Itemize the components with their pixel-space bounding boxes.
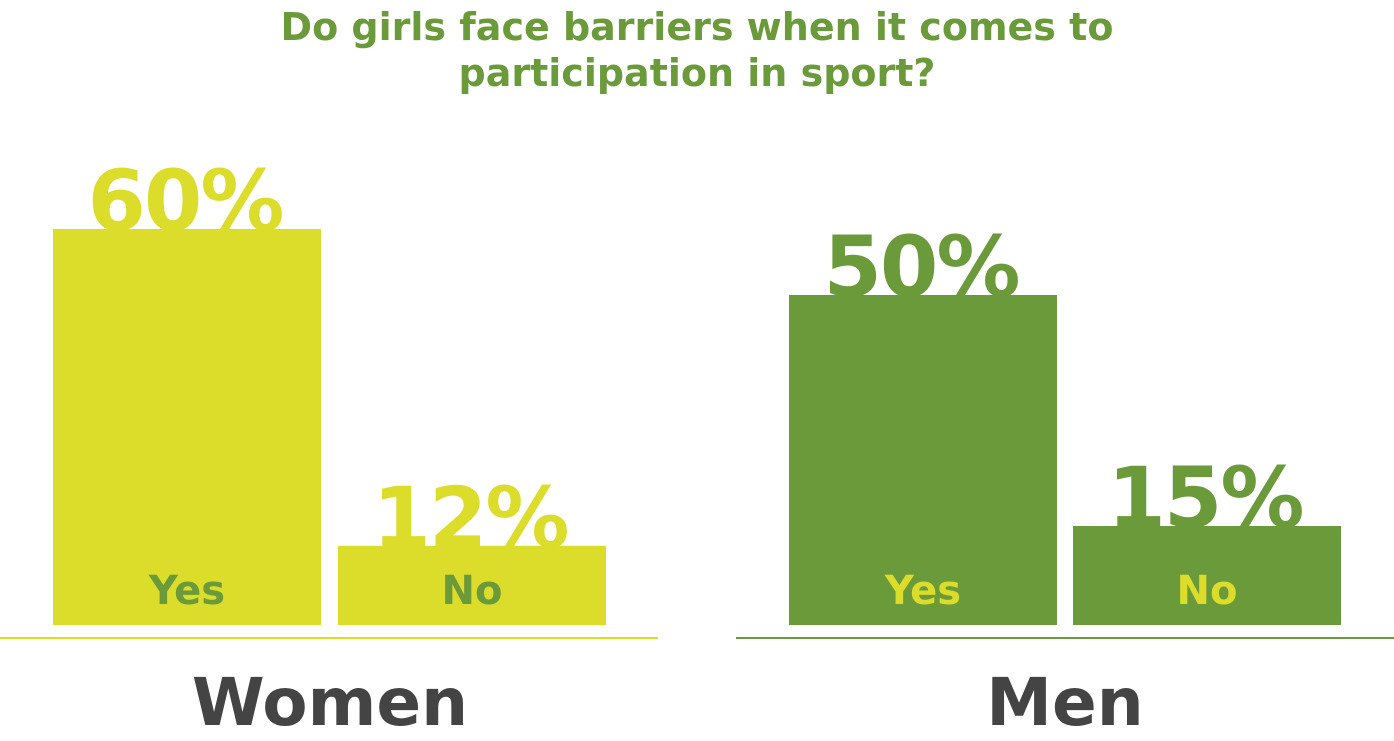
men-category-label-no: No [1177, 568, 1238, 614]
men-bar-no [1073, 526, 1341, 625]
women-value-label-no: 12% [372, 469, 567, 567]
men-value-label-no: 15% [1107, 449, 1302, 547]
chart-title: Do girls face barriers when it comes to … [0, 0, 1394, 96]
women-group-label: Women [192, 664, 468, 741]
women-value-label-yes: 60% [87, 152, 282, 250]
women-bar-yes [53, 229, 321, 625]
chart-title-line-1: Do girls face barriers when it comes to [280, 5, 1114, 49]
men-bar-yes [789, 295, 1057, 625]
chart-title-line-2: participation in sport? [458, 51, 936, 95]
women-category-label-yes: Yes [148, 568, 225, 614]
men-value-label-yes: 50% [823, 218, 1018, 316]
women-category-label-no: No [442, 568, 503, 614]
men-category-label-yes: Yes [884, 568, 961, 614]
women-bar-no [338, 545, 606, 625]
men-group-label: Men [986, 664, 1143, 741]
